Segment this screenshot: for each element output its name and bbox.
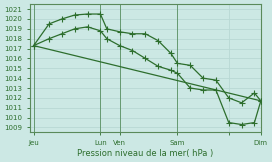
X-axis label: Pression niveau de la mer( hPa ): Pression niveau de la mer( hPa ) [77,149,214,158]
